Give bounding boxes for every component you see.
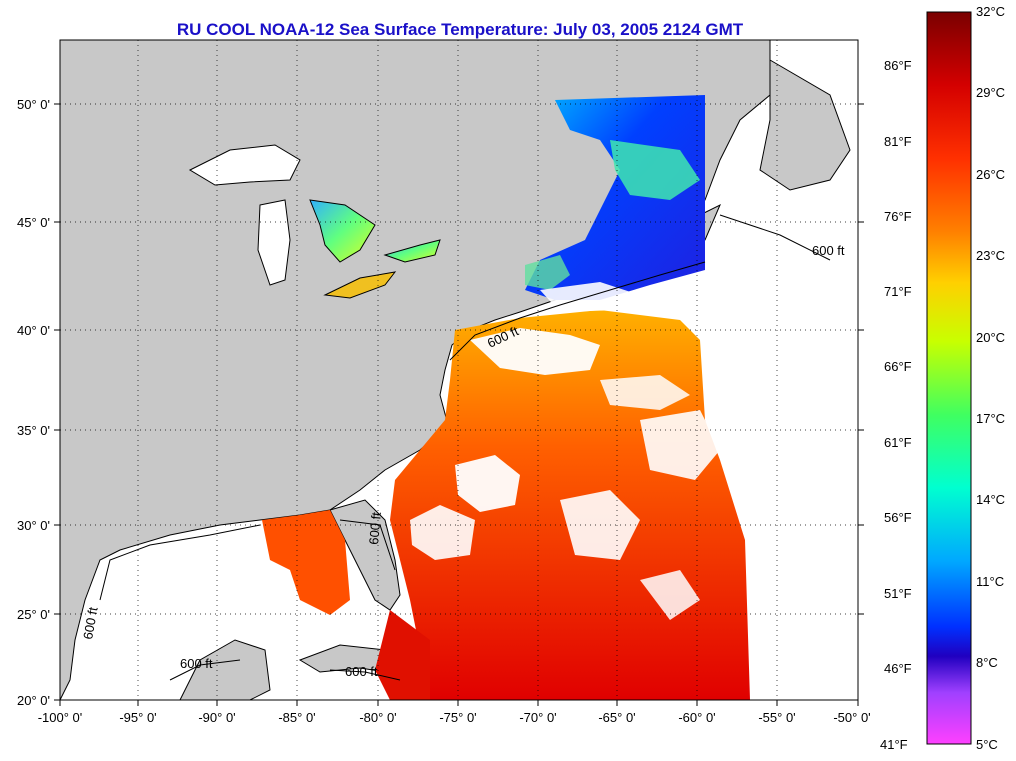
colorbar-celsius-label: 29°C <box>976 85 1006 100</box>
isobath-line <box>99 524 261 601</box>
lon-tick-label: -55° 0' <box>758 710 795 725</box>
isobath-label: 600 ft <box>812 243 845 258</box>
lon-tick-label: -70° 0' <box>519 710 556 725</box>
lon-tick-label: -85° 0' <box>278 710 315 725</box>
lat-tick-label: 25° 0' <box>17 607 50 622</box>
isobath-label: 600 ft <box>366 511 384 545</box>
colorbar-celsius-label: 32°C <box>976 4 1006 19</box>
colorbar-fahrenheit-label: 46°F <box>884 661 912 676</box>
lon-tick-label: -100° 0' <box>38 710 83 725</box>
cloud-patch <box>600 375 690 410</box>
isobath-line <box>329 669 401 681</box>
colorbar-celsius-label: 11°C <box>976 574 1005 589</box>
grid-lines <box>60 40 858 700</box>
colorbar-fahrenheit-label: 61°F <box>884 435 912 450</box>
colorbar-fahrenheit-label: 51°F <box>884 586 912 601</box>
cloud-patch <box>455 455 520 512</box>
colorbar-fahrenheit-label: 41°F <box>880 737 908 752</box>
lat-tick-label: 30° 0' <box>17 518 50 533</box>
colorbar-celsius-label: 26°C <box>976 167 1006 182</box>
land-florida <box>329 499 401 611</box>
cloud-patch <box>640 410 720 480</box>
lon-tick-label: -75° 0' <box>439 710 476 725</box>
lake-michigan <box>257 199 291 286</box>
lat-tick-label: 35° 0' <box>17 423 50 438</box>
lon-tick-label: -65° 0' <box>598 710 635 725</box>
sst-cold-north <box>525 95 705 300</box>
lat-tick-label: 40° 0' <box>17 323 50 338</box>
cloud-patch <box>540 282 640 312</box>
lat-tick-label: 20° 0' <box>17 693 50 708</box>
colorbar <box>926 11 972 745</box>
cloud-patch <box>640 570 700 620</box>
lon-tick-label: -60° 0' <box>678 710 715 725</box>
lake-ontario-sst <box>383 239 441 263</box>
colorbar-celsius-label: 14°C <box>976 492 1006 507</box>
lon-tick-label: -90° 0' <box>198 710 235 725</box>
cloud-patch <box>470 328 600 375</box>
isobath-label: 600 ft <box>345 664 378 679</box>
colorbar-fahrenheit-label: 56°F <box>884 510 912 525</box>
lon-tick-label: -95° 0' <box>119 710 156 725</box>
land-newfoundland <box>759 59 851 191</box>
lon-tick-label: -80° 0' <box>359 710 396 725</box>
isobath-line <box>449 261 706 361</box>
lake-superior <box>188 144 301 186</box>
map-title: RU COOL NOAA-12 Sea Surface Temperature:… <box>176 20 744 39</box>
colorbar-celsius-label: 20°C <box>976 330 1006 345</box>
colorbar-celsius-label: 23°C <box>976 248 1006 263</box>
colorbar-celsius-label: 17°C <box>976 411 1006 426</box>
colorbar-fahrenheit-label: 86°F <box>884 58 912 73</box>
colorbar-celsius-label: 8°C <box>976 655 998 670</box>
lake-huron-sst <box>309 199 376 263</box>
colorbar-fahrenheit-label: 71°F <box>884 284 912 299</box>
colorbar-fahrenheit-label: 76°F <box>884 209 912 224</box>
sst-gulf-maine <box>525 255 570 290</box>
lake-erie-sst <box>323 271 397 299</box>
isobath-label: 600 ft <box>80 606 100 641</box>
lat-tick-label: 50° 0' <box>17 97 50 112</box>
colorbar-celsius-label: 5°C <box>976 737 998 752</box>
colorbar-fahrenheit-label: 81°F <box>884 134 912 149</box>
isobath-label: 600 ft <box>180 656 213 671</box>
colorbar-fahrenheit-label: 66°F <box>884 359 912 374</box>
lon-tick-label: -50° 0' <box>833 710 870 725</box>
sst-cold-green <box>610 140 700 200</box>
isobath-line <box>169 659 241 681</box>
sst-warm-gulf <box>262 510 350 615</box>
cloud-patch <box>410 505 475 560</box>
lat-tick-label: 45° 0' <box>17 215 50 230</box>
